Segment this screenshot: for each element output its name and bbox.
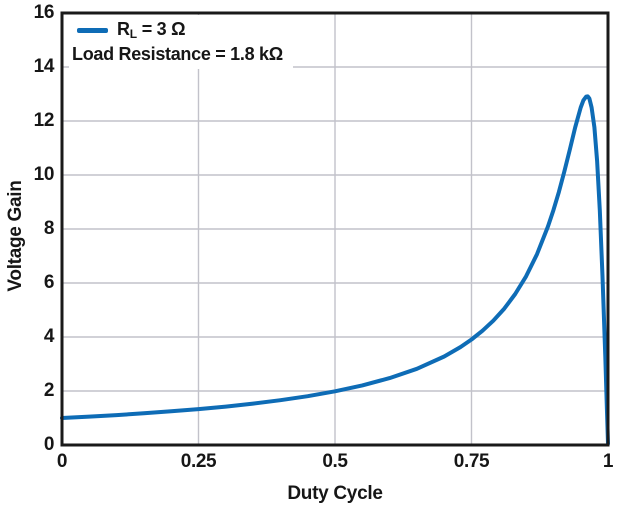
x-tick-label: 0 (56, 451, 68, 472)
legend-label-sub: L (129, 27, 138, 41)
legend-entry: RL = 3 Ω (72, 18, 283, 42)
x-tick-label: 0.5 (322, 451, 348, 472)
x-tick-label: 0.75 (453, 451, 490, 472)
y-tick-label: 2 (43, 380, 55, 401)
y-tick-label: 0 (43, 434, 55, 455)
legend-line-swatch (77, 27, 108, 33)
y-tick-label: 8 (43, 218, 55, 239)
x-axis-title: Duty Cycle (287, 483, 383, 504)
legend: RL = 3 Ω Load Resistance = 1.8 kΩ (69, 15, 293, 69)
y-axis-title: Voltage Gain (5, 180, 26, 292)
gain-curve (60, 94, 610, 446)
x-tick-label: 1 (602, 451, 614, 472)
y-tick-label: 12 (33, 110, 55, 131)
y-tick-label: 6 (43, 272, 55, 293)
x-tick-label: 0.25 (180, 451, 217, 472)
plot-border (60, 11, 610, 447)
legend-series-label: RL = 3 Ω (117, 19, 186, 41)
y-tick-label: 4 (43, 326, 55, 347)
y-tick-label: 10 (33, 164, 55, 185)
y-tick-label: 14 (33, 56, 55, 77)
legend-label-post: = 3 Ω (137, 19, 186, 39)
legend-label-pre: R (117, 19, 130, 39)
legend-note: Load Resistance = 1.8 kΩ (72, 44, 283, 64)
y-tick-label: 16 (33, 2, 55, 23)
